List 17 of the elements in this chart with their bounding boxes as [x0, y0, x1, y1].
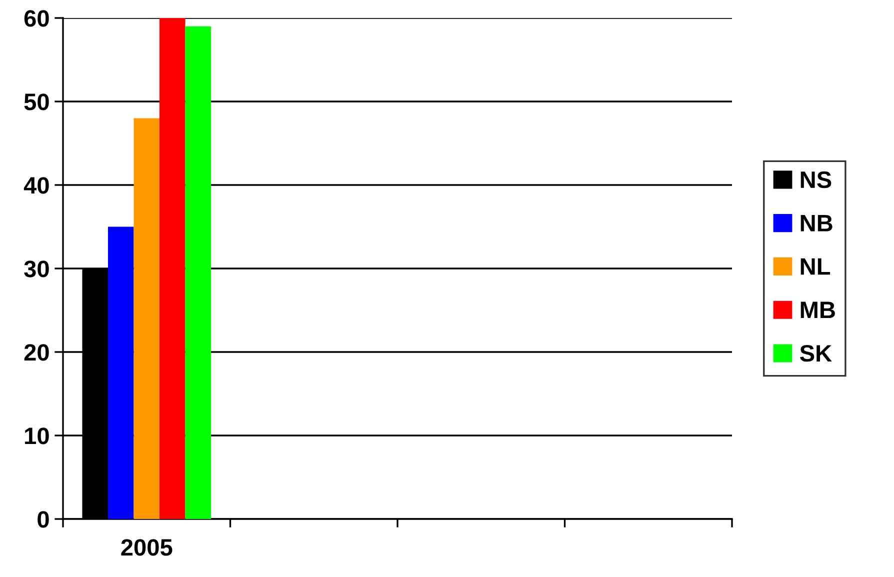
y-tick-label: 60: [24, 10, 49, 27]
bar: [185, 26, 212, 519]
y-tick-label: 20: [24, 344, 49, 361]
bar: [160, 18, 186, 519]
x-tick-label: 2005: [121, 539, 172, 556]
y-tick-label: 50: [24, 94, 49, 110]
bar: [108, 226, 134, 519]
y-tick-label: 40: [24, 177, 49, 194]
legend-label: SK: [800, 344, 832, 362]
y-tick-label: 10: [25, 428, 49, 444]
legend-label: NB: [800, 215, 832, 232]
y-tick-label: 30: [24, 260, 49, 278]
bar: [134, 118, 160, 519]
y-tick-label: 0: [38, 511, 49, 528]
legend-label: NS: [800, 171, 832, 188]
legend-label: MB: [800, 302, 835, 318]
legend-label: NL: [800, 258, 830, 275]
